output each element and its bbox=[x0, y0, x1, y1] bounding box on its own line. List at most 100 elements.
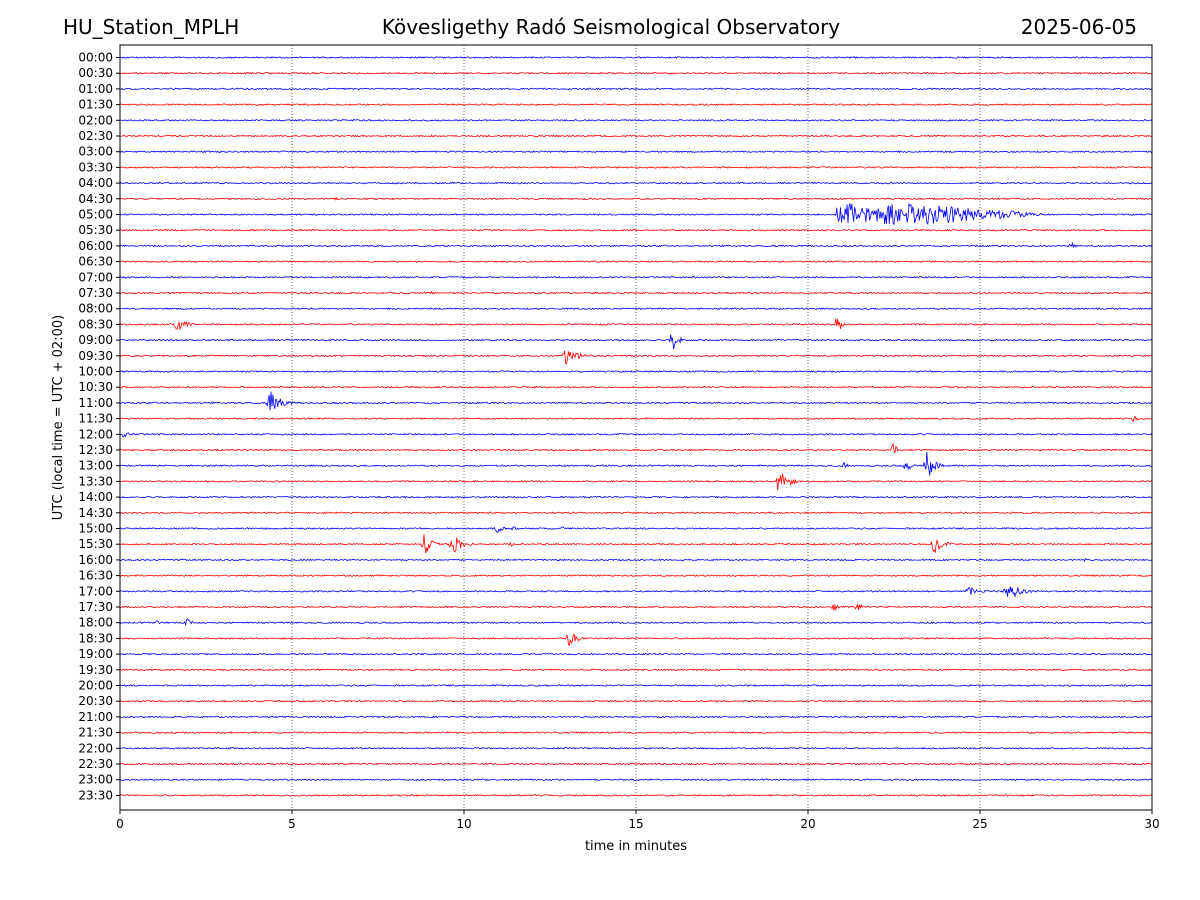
y-tick-label: 17:30 bbox=[78, 600, 113, 614]
y-tick-label: 17:00 bbox=[78, 584, 113, 598]
y-tick-label: 11:30 bbox=[78, 412, 113, 426]
seismic-trace bbox=[119, 56, 1153, 59]
seismic-trace bbox=[119, 370, 1153, 373]
y-tick-label: 05:00 bbox=[78, 208, 113, 222]
y-tick-label: 18:00 bbox=[78, 616, 113, 630]
x-tick-label: 20 bbox=[800, 817, 815, 831]
y-tick-label: 01:00 bbox=[78, 82, 113, 96]
y-tick-label: 20:30 bbox=[78, 694, 113, 708]
y-tick-label: 06:00 bbox=[78, 239, 113, 253]
station-name: HU_Station_MPLH bbox=[63, 15, 240, 39]
seismic-trace bbox=[119, 778, 1153, 782]
y-tick-label: 07:30 bbox=[78, 286, 113, 300]
seismic-trace bbox=[119, 511, 1153, 515]
y-tick-label: 23:30 bbox=[78, 788, 113, 802]
y-tick-label: 00:00 bbox=[78, 51, 113, 65]
seismic-trace bbox=[119, 202, 1153, 226]
y-tick-label: 23:00 bbox=[78, 773, 113, 787]
seismic-trace bbox=[119, 473, 1153, 491]
seismic-trace bbox=[119, 241, 1153, 249]
seismic-trace bbox=[119, 334, 1153, 350]
x-tick-label: 25 bbox=[972, 817, 987, 831]
y-tick-label: 04:30 bbox=[78, 192, 113, 206]
seismic-trace bbox=[119, 290, 1153, 295]
seismic-trace bbox=[119, 586, 1153, 598]
seismic-trace bbox=[119, 196, 1153, 201]
seismic-trace bbox=[119, 762, 1153, 766]
y-tick-label: 22:00 bbox=[78, 741, 113, 755]
y-tick-label: 19:30 bbox=[78, 663, 113, 677]
observatory-title: Kövesligethy Radó Seismological Observat… bbox=[381, 15, 841, 39]
seismic-trace bbox=[119, 350, 1153, 365]
y-tick-label: 14:00 bbox=[78, 490, 113, 504]
y-tick-label: 13:30 bbox=[78, 474, 113, 488]
y-tick-label: 00:30 bbox=[78, 66, 113, 80]
seismic-trace bbox=[119, 715, 1153, 719]
x-tick-label: 30 bbox=[1144, 817, 1159, 831]
seismic-trace bbox=[119, 318, 1153, 330]
seismic-trace bbox=[119, 307, 1153, 311]
y-tick-label: 09:00 bbox=[78, 333, 113, 347]
seismic-trace bbox=[119, 652, 1153, 656]
x-tick-label: 5 bbox=[288, 817, 296, 831]
y-tick-label: 08:00 bbox=[78, 302, 113, 316]
y-tick-label: 03:00 bbox=[78, 145, 113, 159]
y-tick-label: 14:30 bbox=[78, 506, 113, 520]
seismic-trace bbox=[119, 794, 1153, 797]
y-tick-label: 15:30 bbox=[78, 537, 113, 551]
date-label: 2025-06-05 bbox=[1020, 15, 1137, 39]
x-tick-label: 15 bbox=[628, 817, 643, 831]
y-tick-label: 06:30 bbox=[78, 255, 113, 269]
y-tick-label: 11:00 bbox=[78, 396, 113, 410]
y-tick-label: 16:00 bbox=[78, 553, 113, 567]
seismic-trace bbox=[119, 87, 1153, 91]
seismic-trace bbox=[119, 432, 1153, 438]
y-tick-label: 08:30 bbox=[78, 317, 113, 331]
y-tick-label: 18:30 bbox=[78, 631, 113, 645]
seismic-trace bbox=[119, 746, 1153, 750]
seismic-trace bbox=[119, 557, 1153, 562]
x-axis-label: time in minutes bbox=[585, 839, 687, 854]
y-tick-label: 20:00 bbox=[78, 679, 113, 693]
seismic-trace bbox=[119, 71, 1153, 75]
y-tick-label: 01:30 bbox=[78, 98, 113, 112]
seismic-trace bbox=[119, 442, 1153, 454]
seismic-trace bbox=[119, 150, 1153, 154]
y-axis-label: UTC (local time = UTC + 02:00) bbox=[51, 315, 66, 520]
seismic-trace bbox=[119, 668, 1153, 672]
seismic-trace bbox=[119, 618, 1153, 627]
seismic-trace bbox=[119, 633, 1153, 646]
y-tick-label: 16:30 bbox=[78, 569, 113, 583]
y-tick-label: 02:30 bbox=[78, 129, 113, 143]
seismic-trace bbox=[119, 534, 1153, 554]
y-tick-label: 12:00 bbox=[78, 427, 113, 441]
seismic-trace bbox=[119, 495, 1153, 499]
seismic-trace bbox=[119, 574, 1153, 578]
y-tick-label: 15:00 bbox=[78, 522, 113, 536]
y-tick-label: 19:00 bbox=[78, 647, 113, 661]
seismic-trace bbox=[119, 731, 1153, 734]
seismic-trace bbox=[119, 391, 1153, 411]
seismic-trace bbox=[119, 526, 1153, 533]
seismic-trace bbox=[119, 228, 1153, 232]
seismic-trace bbox=[119, 451, 1153, 476]
y-tick-label: 03:30 bbox=[78, 160, 113, 174]
y-tick-label: 09:30 bbox=[78, 349, 113, 363]
y-tick-label: 05:30 bbox=[78, 223, 113, 237]
x-tick-label: 10 bbox=[456, 817, 471, 831]
seismic-trace bbox=[119, 275, 1153, 279]
y-tick-label: 13:00 bbox=[78, 459, 113, 473]
y-tick-label: 10:00 bbox=[78, 365, 113, 379]
x-tick-label: 0 bbox=[116, 817, 124, 831]
y-tick-label: 07:00 bbox=[78, 270, 113, 284]
seismic-trace bbox=[119, 415, 1153, 423]
seismic-trace bbox=[119, 103, 1153, 106]
seismic-trace bbox=[119, 166, 1153, 169]
y-tick-label: 21:00 bbox=[78, 710, 113, 724]
y-tick-label: 10:30 bbox=[78, 380, 113, 394]
y-tick-label: 12:30 bbox=[78, 443, 113, 457]
y-tick-label: 22:30 bbox=[78, 757, 113, 771]
seismic-trace bbox=[119, 181, 1153, 185]
y-tick-label: 04:00 bbox=[78, 176, 113, 190]
